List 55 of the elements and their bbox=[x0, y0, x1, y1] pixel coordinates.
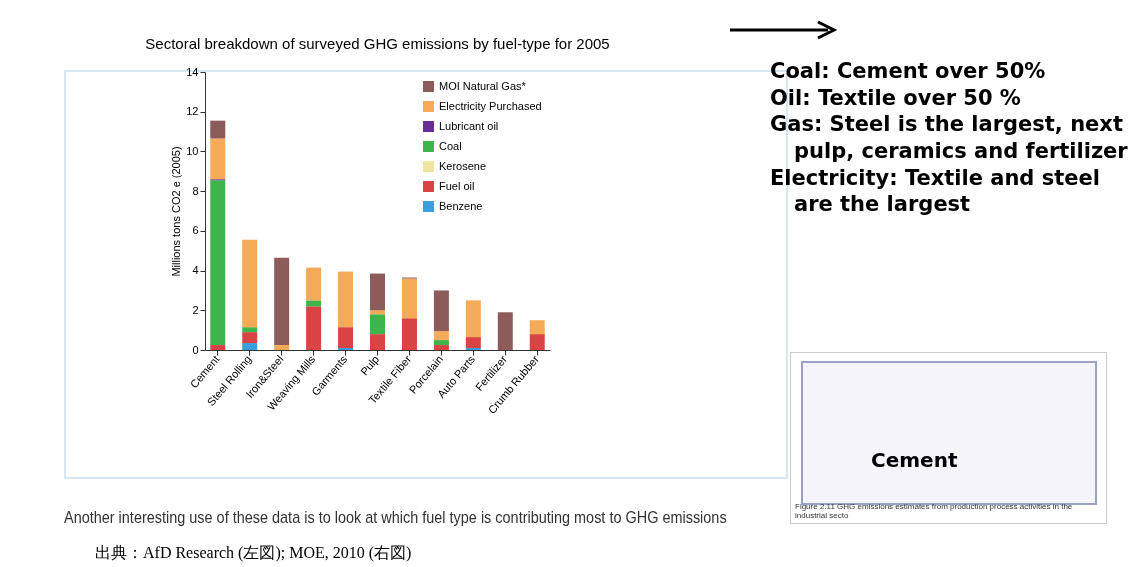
bar bbox=[242, 327, 258, 333]
bar bbox=[338, 327, 354, 349]
bar bbox=[433, 340, 449, 346]
text: Gas: Steel is the largest, next pulp, ceramics and fertilizer bbox=[770, 111, 1129, 165]
bar bbox=[210, 345, 226, 350]
bar bbox=[274, 345, 290, 350]
legend-label: Fuel oil bbox=[439, 179, 475, 192]
bar bbox=[306, 306, 322, 350]
text: Coal: Cement over 50% bbox=[770, 58, 1047, 85]
y-tick-label: 12 bbox=[186, 105, 199, 118]
y-tick-label: 10 bbox=[186, 144, 199, 157]
bar bbox=[242, 343, 258, 350]
y-tick-label: 2 bbox=[192, 303, 199, 316]
bar bbox=[306, 267, 322, 301]
text: Electricity: Textile and steel are the largest bbox=[770, 164, 1101, 218]
bar bbox=[338, 271, 354, 328]
y-tick-label: 8 bbox=[192, 184, 199, 197]
bar bbox=[529, 320, 545, 335]
bar bbox=[210, 138, 226, 180]
bar bbox=[370, 334, 385, 350]
bar bbox=[497, 312, 513, 350]
bar bbox=[370, 314, 385, 335]
bar bbox=[401, 278, 417, 319]
legend-label: Coal bbox=[439, 139, 462, 152]
y-tick-label: 0 bbox=[192, 343, 199, 356]
bar bbox=[242, 239, 258, 328]
legend-label: Benzene bbox=[439, 199, 483, 212]
bar bbox=[529, 334, 545, 350]
bar bbox=[242, 332, 258, 344]
bar bbox=[401, 318, 417, 350]
y-tick-label: 6 bbox=[192, 224, 199, 237]
bar bbox=[433, 331, 449, 341]
text: Oil: Textile over 50 % bbox=[770, 84, 1022, 112]
bar bbox=[306, 300, 322, 307]
bar bbox=[210, 120, 226, 139]
caption: Figure 2.11 GHG emissions estimates from production process activities in the industrial secto bbox=[795, 502, 1074, 521]
y-axis-title: Millions tons CO2 e (2005) bbox=[170, 146, 183, 277]
bar bbox=[465, 300, 481, 338]
bar bbox=[433, 290, 449, 332]
source-note: 出典：AfD Research (左図); MOE, 2010 (右図) bbox=[95, 543, 412, 564]
bar bbox=[465, 337, 481, 349]
legend-label: MOI Natural Gas* bbox=[439, 79, 527, 92]
y-tick-label: 4 bbox=[192, 264, 199, 277]
legend-label: Electricity Purchased bbox=[439, 99, 542, 112]
y-tick-label: 14 bbox=[186, 65, 199, 78]
bar bbox=[370, 273, 385, 311]
text: Another interesting use of these data is to look at which fuel type is contributing most to GHG emissions bbox=[64, 508, 727, 528]
chart-title: Sectoral breakdown of surveyed GHG emissions by fuel-type for 2005 bbox=[145, 35, 610, 52]
bar bbox=[433, 345, 449, 350]
bar bbox=[370, 310, 385, 315]
legend-label: Lubricant oil bbox=[439, 119, 499, 132]
legend-label: Kerosene bbox=[439, 159, 487, 172]
text: Cement bbox=[871, 448, 958, 472]
bar bbox=[274, 257, 290, 346]
bar bbox=[210, 180, 226, 346]
